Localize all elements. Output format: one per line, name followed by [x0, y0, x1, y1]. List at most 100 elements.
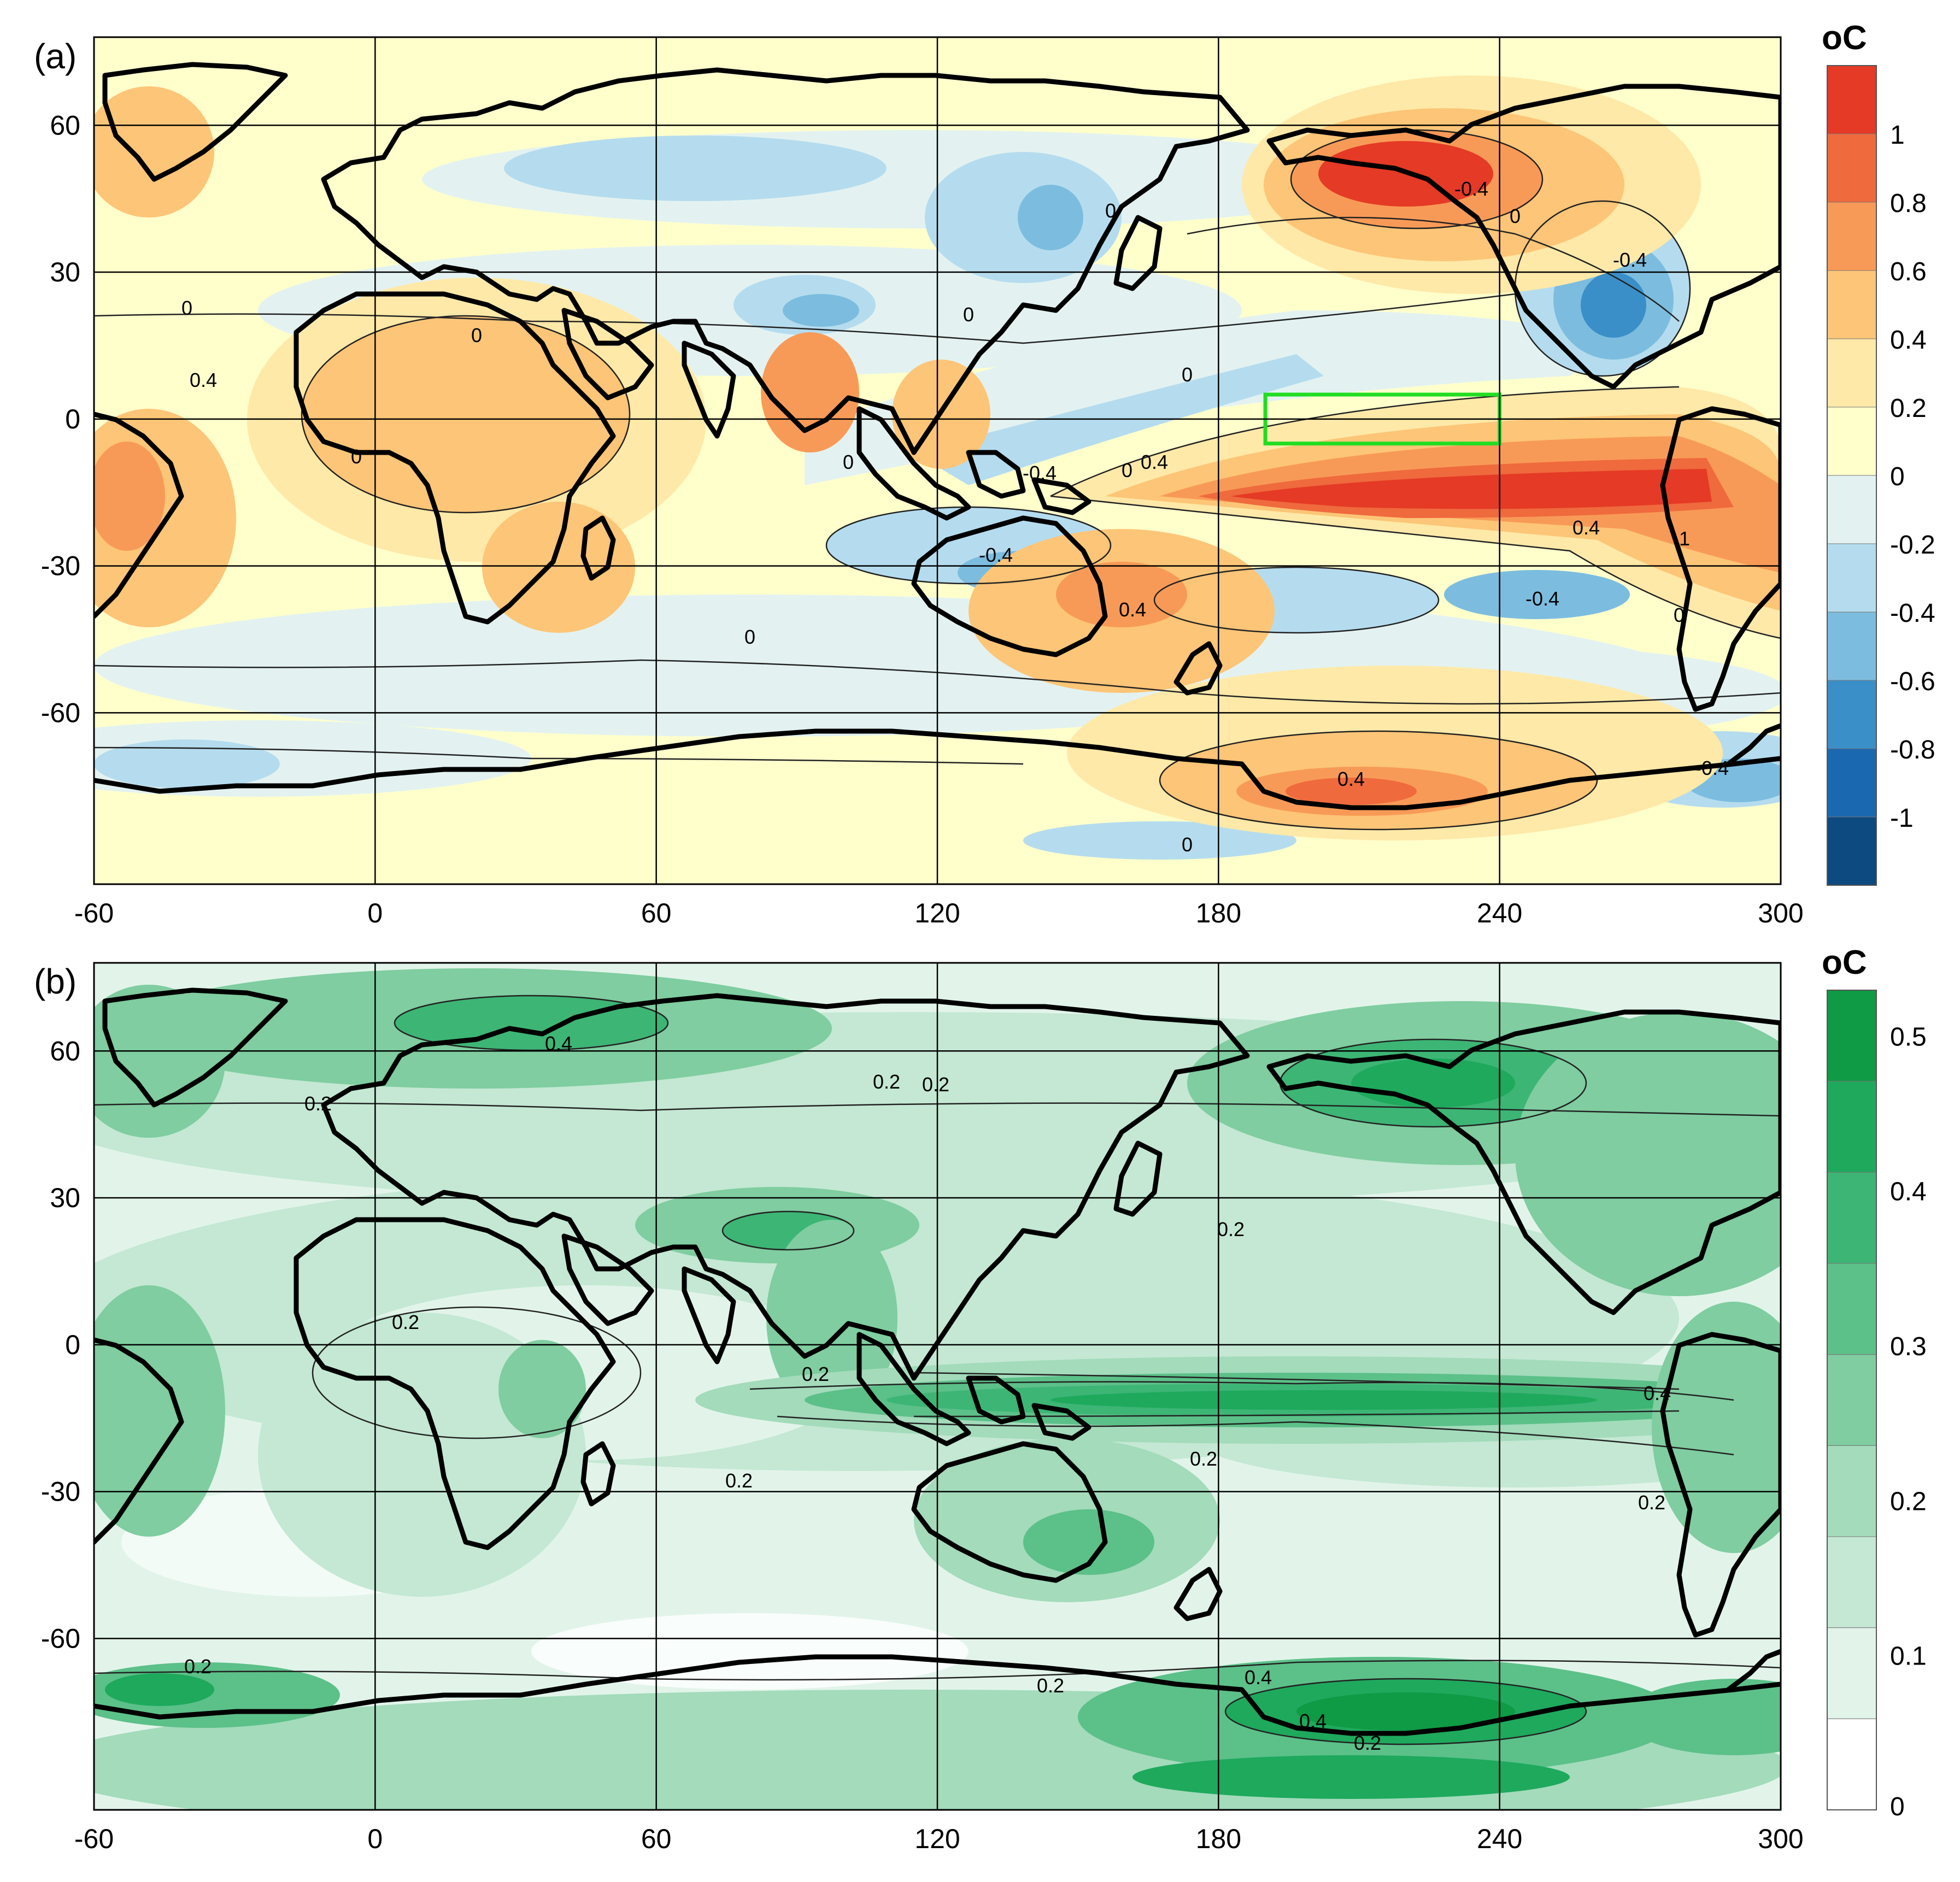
contour-label: 0	[1182, 363, 1193, 386]
colorbar-swatch	[1827, 611, 1877, 681]
colorbar-tick-label: 0.5	[1890, 1022, 1927, 1051]
panel-b: 0.2 0.4 0.2 0.2 0.2 0.2 0.2 0.2 0.2 0.4 0.4 0.2 0.2 0…	[41, 962, 1804, 1854]
x-tick-label: -60	[74, 898, 114, 928]
colorbar-swatch	[1827, 1718, 1877, 1810]
contour-label: 0.2	[392, 1311, 419, 1333]
y-tick-label: 60	[50, 1036, 80, 1066]
contour-label: 0	[744, 626, 755, 648]
contour-label: 0.2	[184, 1655, 212, 1678]
contour-label: 0.2	[873, 1071, 900, 1093]
colorbar-swatch	[1827, 680, 1877, 749]
contour-label: 0.2	[725, 1469, 753, 1492]
colorbar-swatch	[1827, 990, 1877, 1082]
x-tick-label: 240	[1477, 1824, 1522, 1854]
contour-label: 0.4	[1644, 1382, 1671, 1404]
x-tick-label: 0	[367, 898, 383, 928]
colorbar-tick-label: -0.8	[1890, 736, 1935, 764]
colorbar-tick-label: 0.4	[1890, 326, 1927, 355]
y-tick-label: 60	[50, 110, 80, 140]
x-tick-label: 120	[914, 898, 960, 928]
colorbar-swatch	[1827, 133, 1877, 203]
x-tick-label: 300	[1758, 1824, 1803, 1854]
x-tick-label: 300	[1758, 898, 1803, 928]
colorbar-tick-label: -0.2	[1890, 531, 1935, 560]
y-tick-label: -60	[41, 697, 80, 728]
panel-b-label: (b)	[34, 962, 77, 1001]
colorbar-swatch	[1827, 1536, 1877, 1628]
colorbar-tick-label: 0.3	[1890, 1332, 1927, 1361]
x-tick-label: -60	[74, 1824, 114, 1854]
colorbar-b: oC 0 0.1 0.2 0.3 0.4 0.5	[1822, 944, 1927, 1821]
x-axis-a: -60 0 60 120 180 240 300	[74, 898, 1804, 928]
colorbar-swatch	[1827, 1081, 1877, 1173]
colorbar-swatch	[1827, 543, 1877, 613]
y-tick-label: 0	[65, 404, 80, 434]
contour-label: 0.4	[1337, 768, 1365, 790]
colorbar-swatch	[1827, 1263, 1877, 1355]
colorbar-swatch	[1827, 202, 1877, 271]
contour-label: 0	[1105, 199, 1116, 222]
x-tick-label: 60	[641, 898, 672, 928]
contour-label: 0.4	[545, 1032, 572, 1055]
colorbar-swatch	[1827, 65, 1877, 134]
contour-label: 0.2	[1217, 1218, 1245, 1240]
contour-label: 0	[1182, 833, 1193, 856]
contour-label: 0	[1674, 604, 1685, 626]
colorbar-swatch	[1827, 1627, 1877, 1719]
contour-label: 0.2	[802, 1363, 829, 1385]
contour-label: 0.4	[1572, 516, 1600, 539]
contour-label: 0.4	[1119, 598, 1146, 621]
colorbar-tick-label: 0.8	[1890, 189, 1927, 218]
contour-label: 0.2	[1190, 1448, 1217, 1470]
contour-label: 0.4	[1299, 1710, 1327, 1732]
contour-label: -0.4	[979, 544, 1013, 566]
colorbar-tick-label: 0	[1890, 462, 1905, 491]
contour-labels-b: 0.2 0.4 0.2 0.2 0.2 0.2 0.2 0.2 0.2 0.4 0.4 0.2 0.2 0…	[184, 1032, 1671, 1754]
colorbar-tick-label: 0.2	[1890, 394, 1927, 423]
colorbar-swatch	[1827, 1172, 1877, 1264]
y-tick-label: -30	[41, 551, 80, 581]
x-axis-b: -60 0 60 120 180 240 300	[74, 1824, 1804, 1854]
colorbar-tick-label: -0.6	[1890, 667, 1935, 696]
panel-a-label: (a)	[34, 37, 77, 76]
contour-label: 0	[1510, 205, 1521, 227]
colorbar-tick-label: -0.4	[1890, 599, 1935, 628]
y-tick-label: 0	[65, 1330, 80, 1360]
contour-label: 0	[181, 297, 192, 319]
y-tick-label: 30	[50, 257, 80, 287]
contour-label: 0.4	[1245, 1666, 1272, 1689]
contour-label: 0	[351, 445, 362, 468]
colorbar-tick-label: 1	[1890, 121, 1905, 150]
colorbar-swatch	[1827, 407, 1877, 476]
contour-label: -0.4	[1613, 249, 1647, 271]
contour-label: 0.4	[190, 369, 217, 391]
colorbar-tick-label: 0.6	[1890, 257, 1927, 286]
colorbar-tick-label: -1	[1890, 804, 1914, 833]
contour-label: 0.2	[1638, 1491, 1665, 1514]
y-axis-a: 60 30 0 -30 -60	[41, 110, 80, 728]
contour-label: 0.4	[1141, 451, 1168, 473]
contour-label: -0.4	[1525, 587, 1559, 610]
colorbar-tick-label: 0.2	[1890, 1487, 1927, 1516]
contour-label: 0	[471, 324, 482, 346]
colorbar-swatch	[1827, 338, 1877, 408]
contour-label: 1	[1679, 527, 1690, 550]
contour-label: -0.4	[1023, 462, 1057, 484]
y-tick-label: 30	[50, 1183, 80, 1213]
colorbar-swatch	[1827, 1354, 1877, 1446]
colorbar-swatch	[1827, 1445, 1877, 1537]
x-tick-label: 180	[1196, 898, 1241, 928]
contour-label: 0.2	[1354, 1732, 1381, 1754]
contour-label: 0.2	[1037, 1674, 1064, 1697]
colorbar-a: oC -1 -0.8 -0.6 -0.4 -0.2 0 0.2 0.4 0.6 0.8 1	[1822, 19, 1935, 886]
colorbar-tick-label: 0	[1890, 1792, 1905, 1821]
contour-label: -0.4	[1695, 757, 1729, 779]
contour-label: 0	[1122, 459, 1132, 481]
contour-label: 0.2	[304, 1092, 332, 1115]
x-tick-label: 180	[1196, 1824, 1241, 1854]
contour-label: 0	[843, 451, 854, 473]
contour-labels-a: 0 0 0 0 0 0 0 0 0 0 0 0 0.4 0.4 0.4 0.4 -0.4 -0.4 -0.4 -0.4…	[181, 178, 1729, 856]
x-tick-label: 60	[641, 1824, 672, 1854]
y-tick-label: -30	[41, 1477, 80, 1507]
